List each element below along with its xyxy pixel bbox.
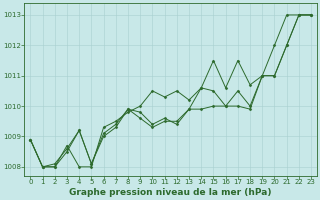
X-axis label: Graphe pression niveau de la mer (hPa): Graphe pression niveau de la mer (hPa) (69, 188, 272, 197)
